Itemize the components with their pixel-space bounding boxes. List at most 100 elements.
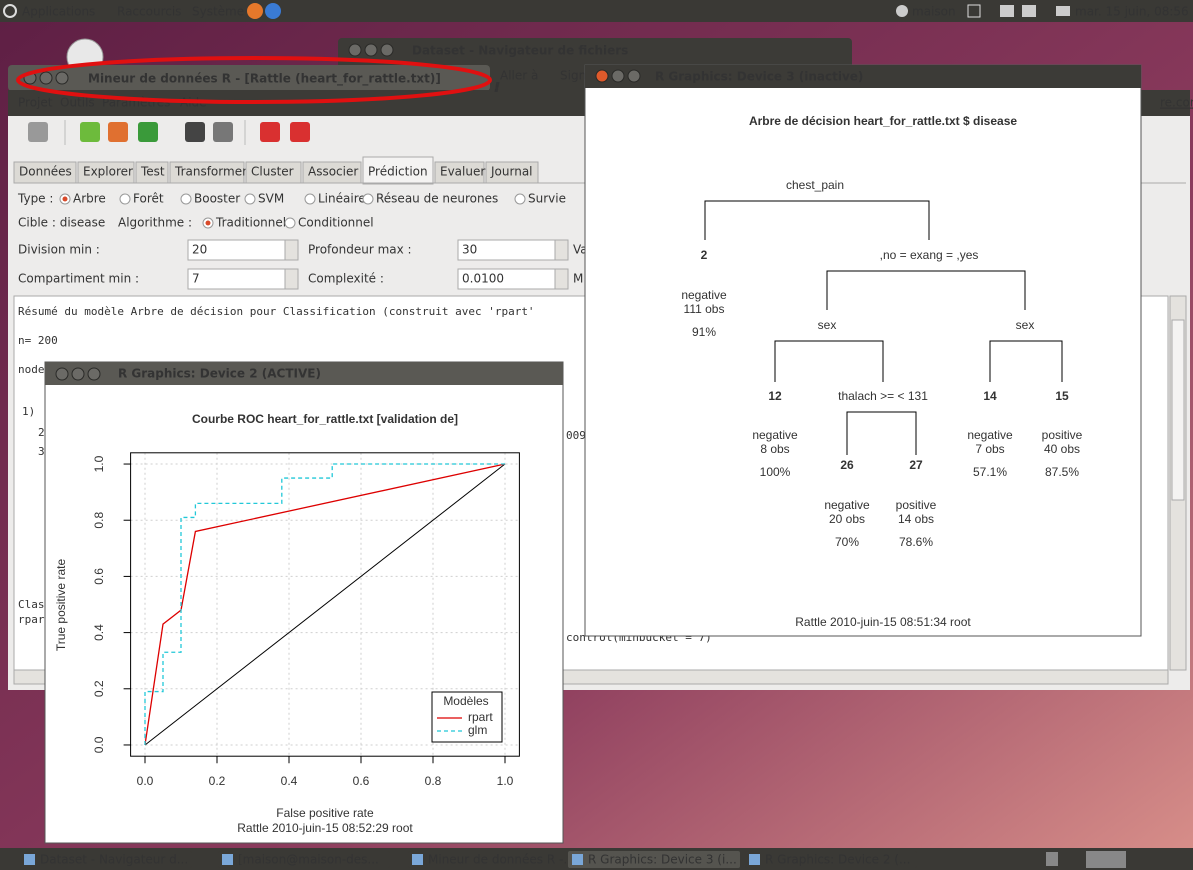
radio-button[interactable] [285,218,295,228]
radio-label[interactable]: Forêt [133,192,164,206]
toolbar-button[interactable] [28,122,48,142]
legend-label: glm [468,723,487,737]
user-icon [896,5,908,17]
network-icon[interactable] [1000,5,1014,17]
split-label: sex [818,318,837,332]
x-tick-label: 0.6 [353,774,370,788]
radio-label[interactable]: Traditionnel [215,216,286,230]
panel-menu[interactable]: Système [192,5,244,19]
radio-label[interactable]: SVM [258,192,284,206]
tab-label[interactable]: Données [19,165,72,179]
volume-icon[interactable] [1022,5,1036,17]
radio-button[interactable] [305,194,315,204]
input-value: 30 [462,243,477,257]
spin-arrows[interactable] [285,269,298,289]
panel-user[interactable]: maison [912,5,956,19]
toolbar-button[interactable] [260,122,280,142]
spin-arrows[interactable] [285,240,298,260]
tab-label[interactable]: Prédiction [368,165,428,179]
window-button[interactable] [88,368,100,380]
exclamation-mark: ! [494,81,499,95]
toolbar-button[interactable] [290,122,310,142]
radio-label[interactable]: Réseau de neurones [376,192,498,206]
taskbar-label[interactable]: R Graphics: Device 2 (... [765,853,910,867]
tab-label[interactable]: Journal [490,165,533,179]
taskbar-icon [24,854,35,865]
window-button[interactable] [72,368,84,380]
tab-label[interactable]: Associer [308,165,358,179]
panel-menu[interactable]: Raccourcis [117,5,181,19]
leaf-node-id: 15 [1055,389,1069,403]
window-button[interactable] [40,72,52,84]
spin-arrows[interactable] [555,240,568,260]
scroll-thumb[interactable] [1172,320,1184,500]
radio-button[interactable] [515,194,525,204]
workspace-switcher[interactable] [1086,851,1126,868]
leaf-percent: 91% [692,325,716,339]
toolbar-button[interactable] [138,122,158,142]
panel-menu[interactable]: Applications [22,5,95,19]
radio-button[interactable] [363,194,373,204]
radio-button[interactable] [245,194,255,204]
output-line: node [18,363,45,376]
window-button[interactable] [365,44,377,56]
radio-button[interactable] [181,194,191,204]
radio-label[interactable]: Arbre [73,192,106,206]
panel-clock[interactable]: mar. 15 juin, 08:56 [1075,5,1189,19]
taskbar-label[interactable]: R Graphics: Device 3 (i... [588,853,737,867]
y-tick-label: 0.4 [92,624,106,641]
device3-window [585,65,1141,636]
leaf-percent: 100% [760,465,791,479]
y-tick-label: 1.0 [92,455,106,472]
toolbar-button[interactable] [108,122,128,142]
tab-label[interactable]: Test [140,165,165,179]
leaf-node-id: 26 [840,458,854,472]
input-value: 20 [192,243,207,257]
leaf-percent: 78.6% [899,535,933,549]
radio-label[interactable]: Booster [194,192,240,206]
input-value: 7 [192,272,200,286]
mail-icon[interactable] [1056,6,1070,16]
tab-label[interactable]: Evaluer [440,165,485,179]
menu-item[interactable]: Aller à [500,69,538,83]
output-line: 2 [38,426,45,439]
window-button[interactable] [612,70,624,82]
help-icon[interactable] [265,3,281,19]
tab-label[interactable]: Transformer [174,165,247,179]
toolbar-button[interactable] [80,122,100,142]
radio-button[interactable] [120,194,130,204]
menu-item[interactable]: Projet [18,96,53,110]
tab-label[interactable]: Explorer [83,165,133,179]
field-label: Complexité : [308,272,384,286]
link[interactable]: re.com [1160,96,1193,110]
radio-label[interactable]: Survie [528,192,566,206]
window-button[interactable] [628,70,640,82]
taskbar-label[interactable]: Dataset - Navigateur d... [40,853,188,867]
field-label: Cible : disease [18,216,105,230]
trash-icon[interactable] [1046,852,1058,866]
window-button[interactable] [381,44,393,56]
radio-label[interactable]: Conditionnel [298,216,374,230]
toolbar-button[interactable] [213,122,233,142]
window-button[interactable] [596,70,608,82]
tab-label[interactable]: Cluster [251,165,294,179]
window-button[interactable] [56,72,68,84]
taskbar-label[interactable]: [maison@maison-des... [238,853,379,867]
toolbar-button[interactable] [185,122,205,142]
y-tick-label: 0.0 [92,736,106,753]
window-button[interactable] [56,368,68,380]
input-value: 0.0100 [462,272,504,286]
split-label: chest_pain [786,178,844,192]
window-button[interactable] [349,44,361,56]
browser-icon[interactable] [247,3,263,19]
leaf-count: 111 obs [684,302,725,316]
y-tick-label: 0.8 [92,512,106,529]
leaf-percent: 70% [835,535,859,549]
spin-arrows[interactable] [555,269,568,289]
spin-input[interactable] [188,269,298,289]
taskbar-label[interactable]: Mineur de données R -... [428,853,575,867]
radio-label[interactable]: Linéaire [318,192,366,206]
field-label: Type : [17,192,53,206]
leaf-class: negative [824,498,870,512]
output-line: 3 [38,445,45,458]
